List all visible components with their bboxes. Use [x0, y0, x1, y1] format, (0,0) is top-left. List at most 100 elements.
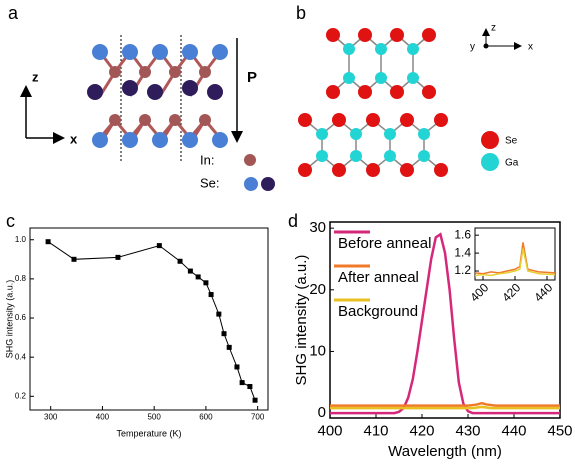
plot-frame [329, 221, 561, 419]
atom-in [199, 66, 211, 78]
panel-label: a [8, 3, 19, 23]
data-point [195, 274, 201, 280]
atom-se [87, 84, 103, 100]
atom-se [298, 113, 312, 127]
legend-text: Ga [505, 158, 519, 169]
axis-label: y [470, 42, 475, 53]
data-point [234, 364, 240, 370]
atom-ga [343, 72, 355, 84]
y-axis-label: SHG intensity (a.u.) [4, 280, 14, 359]
x-tick-label: 440 [501, 422, 526, 439]
x-tick-label: 410 [363, 422, 388, 439]
series-line [474, 242, 556, 275]
series-line [330, 405, 560, 410]
atom-se [122, 44, 138, 60]
x-tick-label: 600 [199, 412, 213, 421]
atom-se [481, 131, 499, 149]
atom-se [92, 132, 108, 148]
x-tick-label: 400 [96, 412, 110, 421]
atom-ga [418, 128, 430, 140]
axis-dot [483, 43, 489, 49]
series-line [330, 232, 560, 415]
series-line [474, 248, 556, 277]
legend-label: After anneal [338, 269, 419, 286]
panel-label: d [288, 211, 298, 231]
atom-se [332, 163, 346, 177]
x-tick-label: 420 [499, 280, 523, 304]
atom-se [182, 132, 198, 148]
axis-label: x [70, 131, 78, 146]
data-point [208, 292, 214, 298]
atom-se [332, 113, 346, 127]
atom-se [434, 113, 448, 127]
axis-label: x [528, 42, 533, 53]
atom-se [122, 80, 138, 96]
atom-in [139, 66, 151, 78]
x-axis-label: Temperature (K) [116, 428, 181, 438]
data-point [115, 254, 121, 260]
atom-in [109, 66, 121, 78]
y-tick-label: 1.2 [454, 263, 471, 277]
data-point [71, 256, 77, 262]
atom-se [182, 44, 198, 60]
atom-se [434, 163, 448, 177]
y-tick-label: 1.0 [15, 235, 27, 244]
atom-ga [384, 128, 396, 140]
legend-text: Se: [200, 175, 220, 190]
legend-label: Before anneal [338, 235, 431, 252]
x-tick-label: 300 [44, 412, 58, 421]
data-point [226, 344, 232, 350]
axis-label: z [32, 69, 39, 84]
atom-in [244, 154, 256, 166]
polarization-label: P [247, 69, 257, 86]
atom-se [422, 28, 436, 42]
atom-se [358, 28, 372, 42]
atom-ga [343, 43, 355, 55]
data-point [216, 311, 222, 317]
atom-se [390, 28, 404, 42]
data-point [45, 239, 51, 245]
atom-ga [407, 43, 419, 55]
data-point [203, 280, 209, 286]
data-point [221, 331, 227, 337]
atom-ga [481, 153, 499, 171]
series-line [330, 401, 560, 407]
atom-in [199, 114, 211, 126]
atom-ga [375, 43, 387, 55]
atom-se [261, 177, 275, 191]
panel-label: b [296, 3, 306, 23]
x-tick-label: 400 [317, 422, 342, 439]
atom-ga [375, 72, 387, 84]
data-point [187, 268, 193, 274]
atom-se [92, 44, 108, 60]
series-line [47, 241, 256, 401]
atom-se [298, 163, 312, 177]
legend-text: In: [200, 152, 214, 167]
atom-se [244, 177, 258, 191]
y-tick-label: 20 [309, 281, 326, 298]
atom-se [212, 44, 228, 60]
y-tick-label: 10 [309, 342, 326, 359]
y-tick-label: 30 [309, 219, 326, 236]
x-tick-label: 440 [531, 280, 555, 304]
y-tick-label: 0 [318, 404, 326, 421]
atom-se [122, 132, 138, 148]
atom-ga [407, 72, 419, 84]
atom-ga [418, 150, 430, 162]
atom-se [400, 113, 414, 127]
atom-se [182, 80, 198, 96]
atom-se [422, 85, 436, 99]
x-tick-label: 500 [147, 412, 161, 421]
atom-in [169, 114, 181, 126]
atom-ga [316, 128, 328, 140]
atom-se [326, 28, 340, 42]
atom-se [326, 85, 340, 99]
atom-in [169, 66, 181, 78]
x-tick-label: 420 [409, 422, 434, 439]
y-tick-label: 0.6 [15, 313, 27, 322]
atom-in [139, 114, 151, 126]
y-axis-label: SHG intensity (a.u.) [293, 255, 310, 386]
legend-text: Se [505, 136, 518, 147]
